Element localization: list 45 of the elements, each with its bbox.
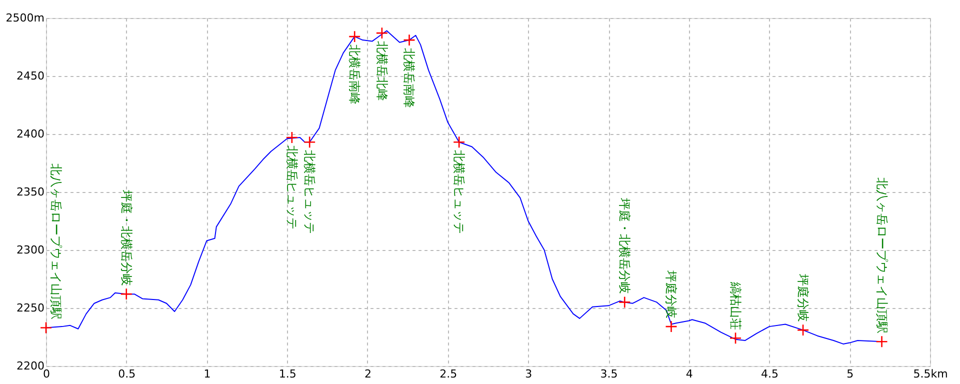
point: [452, 136, 466, 148]
y-tick-label: 2450: [16, 70, 44, 82]
annotation: 北横岳ヒュッテ: [302, 150, 317, 234]
point: [376, 26, 388, 40]
annotation: 北横岳ヒュッテ: [452, 150, 466, 234]
x-tick-label: 5.5km: [913, 368, 948, 380]
x-tick-label: 4.5: [761, 368, 779, 380]
y-tick-label: 2350: [16, 186, 44, 198]
annotation: 北八ヶ岳ロープウェイ山頂駅: [49, 164, 63, 320]
x-tick-label: 2.5: [440, 368, 458, 380]
point: [348, 30, 361, 43]
x-tick-label: 4: [686, 368, 693, 380]
point: [403, 34, 416, 46]
point: [665, 320, 678, 333]
point: [729, 332, 742, 344]
y-tick-label: 2500m: [6, 12, 44, 24]
x-tick-label: 2: [364, 368, 372, 380]
x-tick-label: 1.5: [278, 368, 296, 380]
annotation: 北横岳ヒュッテ: [284, 145, 299, 230]
x-tick-label: 1: [204, 368, 211, 380]
annotation: 北横岳南峰: [348, 44, 362, 105]
point: [303, 136, 316, 148]
point: [40, 322, 52, 334]
x-tick-label: 0.5: [118, 368, 136, 380]
y-tick-label: 2200: [16, 360, 44, 372]
y-tick-label: 2400: [16, 128, 44, 140]
point: [796, 324, 810, 336]
annotation: 坪庭分岐: [796, 273, 810, 322]
annotation: 北横岳南峰: [402, 48, 416, 108]
annotation: 北八ヶ岳ロープウェイ山頂駅: [874, 178, 889, 334]
x-tick-label: 5: [846, 368, 854, 380]
annotation: 縞枯山荘: [728, 281, 743, 330]
annotation: 北横岳北峰: [374, 41, 389, 102]
point: [876, 336, 888, 348]
x-tick-label: 3: [525, 368, 532, 380]
annotation: 坪庭・北横岳分岐: [119, 189, 134, 286]
point: [618, 296, 631, 308]
y-tick-label: 2300: [16, 244, 44, 256]
annotation: 坪庭分岐: [664, 270, 678, 319]
annotation: 坪庭・北横岳分岐: [618, 197, 632, 294]
point: [286, 131, 298, 144]
point: [120, 288, 132, 300]
x-tick-label: 0: [43, 368, 50, 380]
x-tick-label: 3.5: [600, 368, 618, 380]
y-tick-label: 2250: [16, 302, 44, 314]
